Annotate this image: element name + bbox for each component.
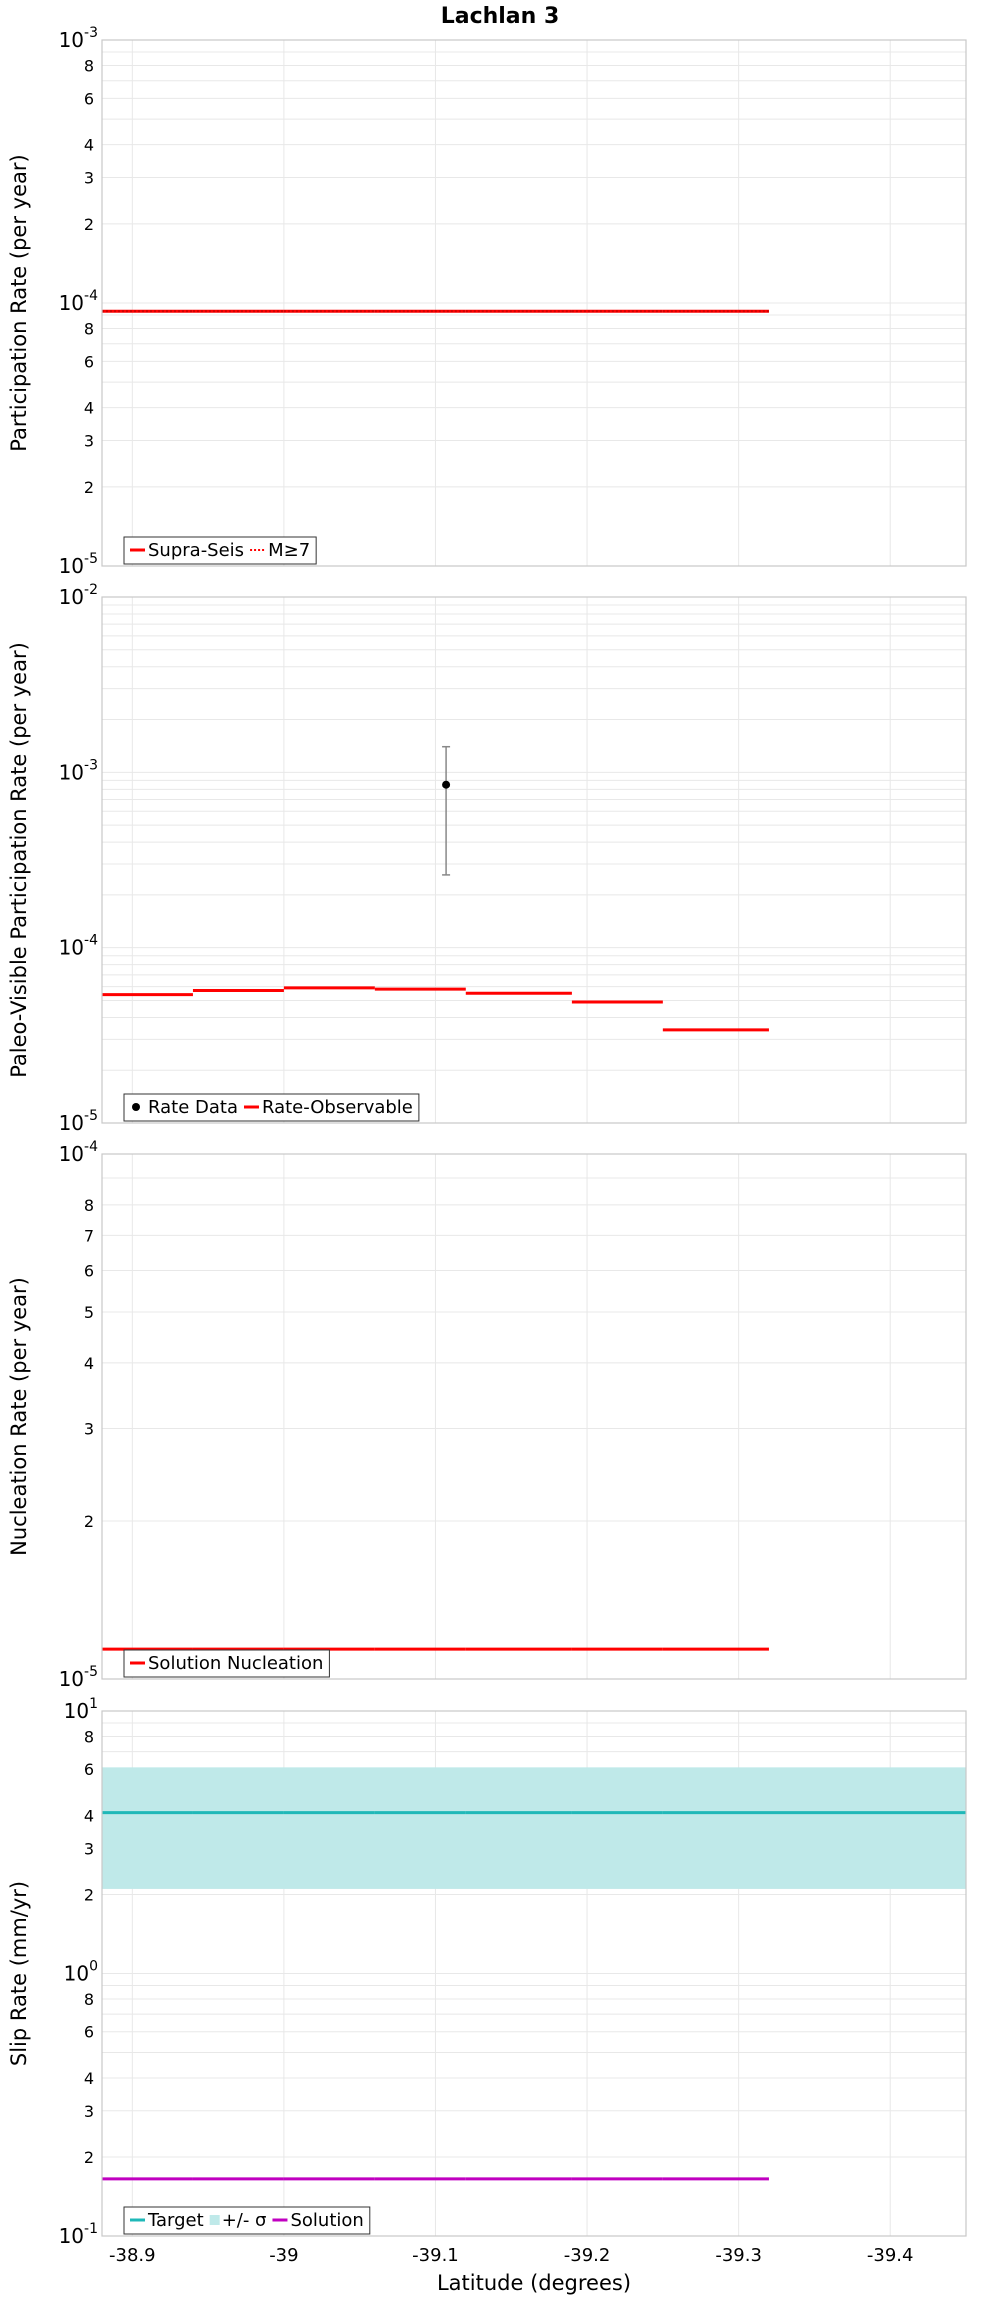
x-tick-label: -39 (269, 2245, 298, 2266)
grid (102, 1154, 966, 1679)
x-tick-label: -39.4 (867, 2245, 914, 2266)
legend: Rate Data Rate-Observable (123, 1093, 420, 1122)
legend: Supra-Seis M≥7 (123, 536, 317, 565)
y-minor-tick-label: 4 (84, 2069, 94, 2088)
legend-label: Target (147, 2210, 204, 2231)
legend-label: +/- σ (222, 2210, 267, 2231)
grid (102, 597, 966, 1123)
panel-nucleation: 10-5 10-4 2 3 4 5 6 7 8 Nucleation Rate (per year… (7, 1139, 967, 1691)
y-minor-tick-label: 4 (84, 136, 94, 155)
legend-label: Rate Data (148, 1097, 238, 1118)
y-tick-label: 10-5 (59, 1664, 98, 1691)
y-minor-tick-label: 2 (84, 2148, 94, 2167)
y-minor-tick-label: 8 (84, 1990, 94, 2009)
legend-label: Rate-Observable (262, 1097, 413, 1118)
plot-area (102, 1154, 966, 1679)
legend-item: Solution Nucleation (130, 1653, 323, 1674)
plot-frame (101, 39, 967, 567)
legend-label: Solution (290, 2210, 363, 2231)
legend-item: Rate Data (132, 1097, 238, 1118)
legend-item: Rate-Observable (243, 1097, 413, 1118)
y-axis-label: Nucleation Rate (per year) (7, 1277, 31, 1556)
legend-marker (209, 2215, 220, 2225)
y-tick-label: 10-4 (59, 288, 99, 315)
panel-participation: 10-5 10-4 10-3 2 3 4 6 8 2 3 4 6 8 Participation Rate… (7, 25, 967, 578)
y-minor-tick-label: 6 (84, 2023, 94, 2042)
y-minor-tick-label: 5 (84, 1303, 94, 1322)
y-tick-label: 10-5 (59, 551, 98, 578)
y-minor-tick-label: 4 (84, 1806, 94, 1825)
y-minor-tick-label: 3 (84, 2102, 94, 2121)
series-rate-observable (102, 986, 769, 1032)
y-minor-tick-label: 3 (84, 169, 94, 188)
y-tick-label: 10-4 (59, 933, 99, 960)
y-tick-label: 101 (64, 1696, 98, 1723)
y-minor-tick-label: 3 (84, 1839, 94, 1858)
legend-box (123, 2206, 371, 2235)
legend-label: Supra-Seis (148, 540, 244, 561)
y-axis-label: Participation Rate (per year) (7, 154, 31, 451)
y-minor-tick-label: 8 (84, 319, 94, 338)
y-minor-tick-label: 6 (84, 352, 94, 371)
y-minor-tick-label: 2 (84, 215, 94, 234)
x-tick-label: -38.9 (109, 2245, 156, 2266)
y-minor-tick-label: 3 (84, 1420, 94, 1439)
y-tick-label: 10-2 (59, 582, 98, 609)
y-minor-tick-label: 6 (84, 1760, 94, 1779)
legend-label: Solution Nucleation (148, 1653, 323, 1674)
y-minor-tick-label: 3 (84, 432, 94, 451)
y-minor-tick-label: 2 (84, 478, 94, 497)
plot-frame (101, 596, 967, 1124)
y-minor-tick-label: 7 (84, 1226, 94, 1245)
legend-box (123, 536, 317, 565)
panels: 10-5 10-4 10-3 2 3 4 6 8 2 3 4 6 8 Participation Rate… (7, 25, 967, 2266)
plot-frame (101, 1153, 967, 1680)
y-axis-label: Paleo-Visible Participation Rate (per ye… (7, 642, 31, 1078)
y-tick-label: 10-3 (59, 25, 98, 52)
y-minor-tick-label: 2 (84, 1512, 94, 1531)
legend-item: Supra-Seis (130, 540, 244, 561)
rate-data-point (442, 745, 451, 876)
x-tick-label: -39.2 (564, 2245, 611, 2266)
plot-frame (101, 1710, 967, 2237)
sigma-band (102, 1767, 966, 1889)
x-tick-label: -39.3 (715, 2245, 762, 2266)
legend-label: M≥7 (268, 540, 310, 561)
legend: Target +/- σ Solution (123, 2206, 371, 2235)
legend-item: +/- σ (209, 2210, 267, 2231)
legend-box (123, 1649, 330, 1678)
x-axis: -38.9 -39 -39.1 -39.2 -39.3 -39.4 (109, 2245, 913, 2266)
y-axis-label: Slip Rate (mm/yr) (7, 1881, 31, 2066)
grid (102, 40, 966, 566)
y-minor-tick-label: 8 (84, 1196, 94, 1215)
plot-area (102, 597, 966, 1123)
legend-item: M≥7 (250, 540, 310, 561)
y-minor-tick-label: 4 (84, 399, 94, 418)
y-tick-label: 10-4 (59, 1139, 99, 1166)
y-minor-tick-label: 8 (84, 56, 94, 75)
legend-item: Solution (272, 2210, 364, 2231)
y-minor-tick-label: 8 (84, 1727, 94, 1746)
chart-title: Lachlan 3 (441, 4, 560, 29)
x-axis-label: Latitude (degrees) (437, 2271, 631, 2295)
legend-item: Target (130, 2210, 204, 2231)
y-minor-tick-label: 2 (84, 1885, 94, 1904)
legend: Solution Nucleation (123, 1649, 330, 1678)
y-tick-label: 10-5 (59, 1108, 98, 1135)
y-tick-label: 100 (64, 1959, 98, 1986)
y-minor-tick-label: 6 (84, 1261, 94, 1280)
legend-marker (132, 1103, 140, 1111)
panel-paleo: 10-5 10-4 10-3 10-2 Paleo-Visible Participat… (7, 582, 967, 1135)
y-tick-label: 10-1 (59, 2221, 98, 2248)
panel-slip: 10-1 100 101 2 3 4 6 8 2 3 4 6 8 Slip Rate (mm/yr) Tar… (7, 1696, 967, 2266)
y-tick-label: 10-3 (59, 757, 98, 784)
y-minor-tick-label: 6 (84, 89, 94, 108)
data-point (442, 780, 451, 789)
legend-box (123, 1093, 420, 1122)
y-minor-tick-label: 4 (84, 1354, 94, 1373)
x-tick-label: -39.1 (412, 2245, 459, 2266)
